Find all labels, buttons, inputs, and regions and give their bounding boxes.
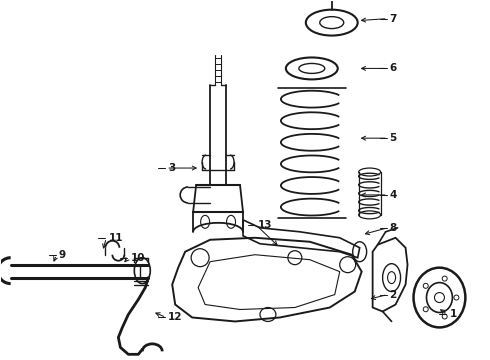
Text: 12: 12 — [168, 312, 183, 323]
Text: 5: 5 — [390, 133, 397, 143]
Text: 6: 6 — [390, 63, 397, 73]
Text: 9: 9 — [58, 250, 66, 260]
Text: 2: 2 — [390, 289, 397, 300]
Text: 3: 3 — [168, 163, 175, 173]
Text: 1: 1 — [449, 310, 457, 319]
Text: 11: 11 — [108, 233, 123, 243]
Text: 10: 10 — [130, 253, 145, 263]
Text: 7: 7 — [390, 14, 397, 24]
Text: 13: 13 — [258, 220, 272, 230]
Text: 8: 8 — [390, 223, 397, 233]
Text: 4: 4 — [390, 190, 397, 200]
